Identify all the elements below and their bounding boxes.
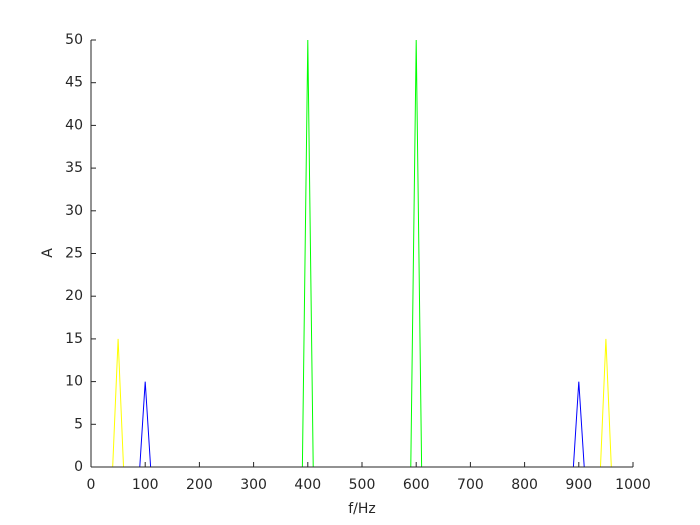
x-tick-label: 300 xyxy=(240,477,267,493)
series-line xyxy=(91,338,633,468)
y-tick-label: 15 xyxy=(65,331,83,347)
y-tick-label: 50 xyxy=(65,32,83,48)
y-axis-label: A xyxy=(40,248,56,258)
x-tick-label: 200 xyxy=(186,477,213,493)
x-tick-label: 0 xyxy=(87,477,96,493)
x-axis-label: f/Hz xyxy=(348,501,376,517)
x-tick-label: 700 xyxy=(457,477,484,493)
x-tick-label: 500 xyxy=(349,477,376,493)
x-tick-label: 1000 xyxy=(615,477,651,493)
y-tick-label: 25 xyxy=(65,246,83,262)
y-tick-label: 10 xyxy=(65,374,83,390)
y-tick-label: 45 xyxy=(65,75,83,91)
x-tick-label: 400 xyxy=(294,477,321,493)
y-tick-label: 0 xyxy=(74,459,83,475)
y-tick-label: 35 xyxy=(65,160,83,176)
y-tick-label: 20 xyxy=(65,288,83,304)
x-tick-label: 800 xyxy=(511,477,538,493)
y-tick-label: 30 xyxy=(65,203,83,219)
x-tick-label: 900 xyxy=(565,477,592,493)
x-tick-label: 600 xyxy=(403,477,430,493)
x-tick-label: 100 xyxy=(132,477,159,493)
y-tick-label: 40 xyxy=(65,117,83,133)
series-line xyxy=(91,39,633,468)
y-tick-label: 5 xyxy=(74,416,83,432)
series-line xyxy=(91,381,633,468)
